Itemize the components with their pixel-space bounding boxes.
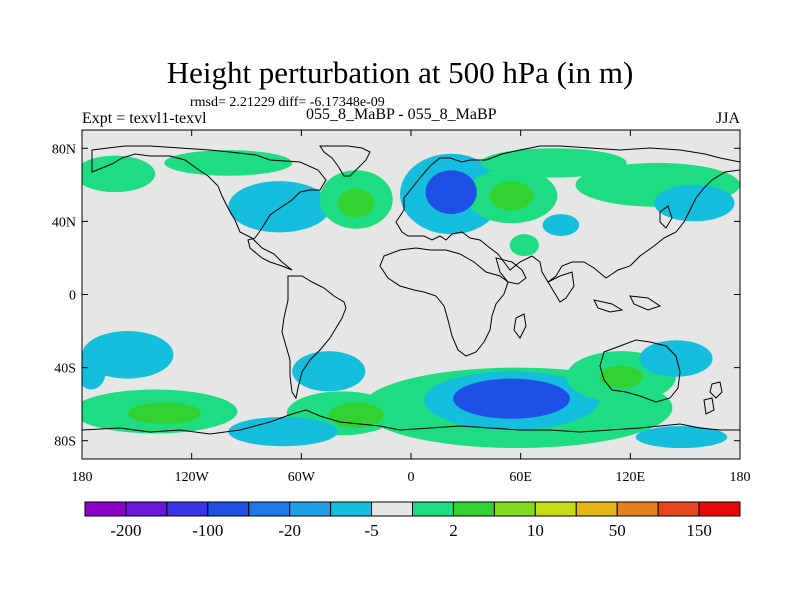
- colorbar-swatch: [493, 501, 536, 517]
- anomaly-region: [489, 181, 534, 211]
- anomaly-region: [82, 155, 156, 193]
- anomaly-region: [228, 181, 331, 233]
- anomaly-region: [425, 170, 477, 215]
- coastlines: [82, 145, 740, 459]
- colorbar-swatch: [207, 501, 250, 517]
- colorbar-swatch: [575, 501, 618, 517]
- anomaly-region: [480, 148, 627, 178]
- colorbar-swatch: [452, 501, 495, 517]
- anomaly-region: [542, 214, 580, 237]
- anomaly-region: [635, 426, 728, 449]
- anomaly-region: [164, 150, 293, 176]
- colorbar-swatch: [330, 501, 373, 517]
- x-tick-label: 120E: [616, 470, 646, 485]
- x-tick-label: 120W: [175, 470, 210, 485]
- colorbar: -200 -100 -20 -5 2 10 50 150: [84, 501, 741, 540]
- x-tick-label: 180: [730, 470, 751, 485]
- anomaly-region: [654, 184, 735, 222]
- anomaly-fields: [82, 148, 740, 449]
- y-tick-label: 80S: [54, 435, 76, 450]
- anomaly-region: [599, 365, 644, 388]
- anomaly-region: [328, 402, 384, 428]
- anomaly-region: [337, 188, 375, 218]
- colorbar-swatch: [657, 501, 700, 517]
- colorbar-label: 10: [527, 521, 544, 540]
- map-area: [82, 130, 740, 459]
- x-tick-label: 60E: [509, 470, 532, 485]
- colorbar-swatch: [125, 501, 168, 517]
- colorbar-label: 150: [686, 521, 712, 540]
- colorbar-label: -200: [110, 521, 141, 540]
- anomaly-region: [127, 402, 201, 425]
- colorbar-swatch: [534, 501, 577, 517]
- x-tick-label: 60W: [288, 470, 316, 485]
- anomaly-region: [509, 234, 539, 257]
- x-tick-label: 0: [408, 470, 415, 485]
- colorbar-swatch: [698, 501, 741, 517]
- season-label: JJA: [716, 110, 741, 127]
- colorbar-swatch: [84, 501, 127, 517]
- cases-label: 055_8_MaBP - 055_8_MaBP: [306, 106, 497, 123]
- y-tick-label: 80N: [52, 142, 76, 157]
- colorbar-swatch: [289, 501, 332, 517]
- colorbar-label: 50: [609, 521, 626, 540]
- x-tick-label: 180: [72, 470, 93, 485]
- colorbar-swatch: [616, 501, 659, 517]
- y-tick-label: 0: [69, 289, 76, 304]
- y-tick-label: 40N: [52, 215, 76, 230]
- colorbar-label: -100: [192, 521, 223, 540]
- chart-title: Height perturbation at 500 hPa (in m): [166, 55, 634, 90]
- anomaly-region: [453, 378, 571, 419]
- colorbar-label: -20: [278, 521, 301, 540]
- y-tick-label: 40S: [54, 362, 76, 377]
- anomaly-region: [292, 351, 366, 392]
- colorbar-swatch: [248, 501, 291, 517]
- colorbar-swatch: [166, 501, 209, 517]
- anomaly-region: [82, 352, 106, 390]
- anomaly-region: [228, 416, 338, 447]
- colorbar-label: -5: [364, 521, 378, 540]
- stats-text: rmsd= 2.21229 diff= -6.17348e-09: [190, 95, 385, 110]
- anomaly-region: [639, 340, 713, 377]
- colorbar-swatch: [412, 501, 454, 517]
- colorbar-label: 2: [449, 521, 458, 540]
- axis-ticks: 180 120W 60W 0 60E 120E 180 80N 40N 0 40S 80S: [52, 130, 751, 485]
- experiment-label: Expt = texvl1-texvl: [82, 110, 207, 127]
- colorbar-swatch: [371, 501, 413, 517]
